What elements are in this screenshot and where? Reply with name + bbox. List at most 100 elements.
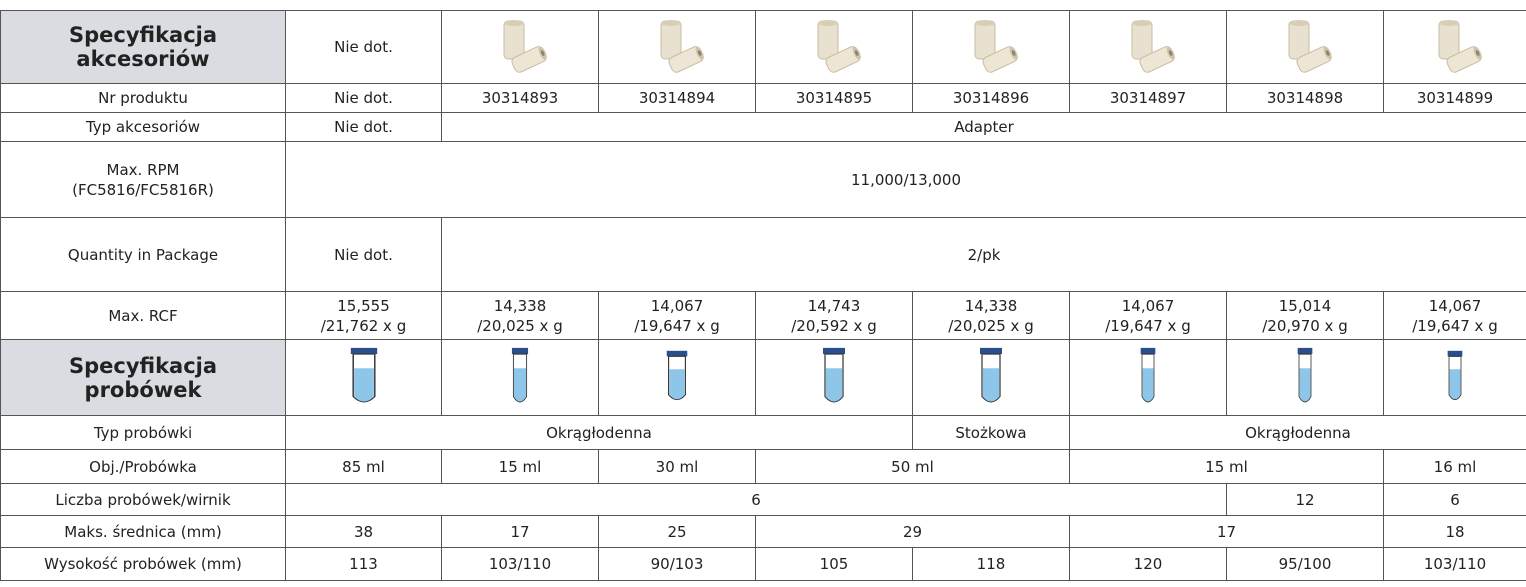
cell: 30314895 [755,83,913,113]
tube-image [1383,339,1526,416]
cell: 15 ml [1069,449,1384,484]
cell: 95/100 [1226,547,1384,581]
text-line: 14,338 [964,296,1018,315]
cell: 12 [1226,483,1384,516]
text-line: 15,555 [337,296,390,315]
row: Typ akcesoriów Nie dot. Adapter [0,112,1526,142]
tube-image [285,339,442,416]
cell: 30314894 [598,83,756,113]
cell: 85 ml [285,449,442,484]
cell: 14,743/20,592 x g [755,291,913,340]
cell: 38 [285,515,442,548]
row-label: Quantity in Package [0,217,286,292]
cell: 14,067/19,647 x g [598,291,756,340]
cell: 14,067/19,647 x g [1383,291,1526,340]
tube-image [1069,339,1227,416]
cell: Adapter [441,112,1526,142]
cell: Nie dot. [285,83,442,113]
cell: 15,014/20,970 x g [1226,291,1384,340]
cell: 6 [285,483,1227,516]
row: Typ probówki Okrągłodenna Stożkowa Okrąg… [0,415,1526,450]
cell: 25 [598,515,756,548]
row-label: Typ probówki [0,415,286,450]
cell: 105 [755,547,913,581]
row: Quantity in Package Nie dot. 2/pk [0,217,1526,292]
section-header: Specyfikacja akcesoriów [0,10,286,84]
cell: 29 [755,515,1070,548]
row-label: Typ akcesoriów [0,112,286,142]
cell: 2/pk [441,217,1526,292]
cell: 103/110 [1383,547,1526,581]
cell: 30314893 [441,83,599,113]
tube-image [755,339,913,416]
tube-image [598,339,756,416]
text-line: akcesoriów [76,47,210,71]
row: Wysokość probówek (mm) 113 103/110 90/10… [0,547,1526,581]
text-line: /19,647 x g [634,316,720,335]
cell: 18 [1383,515,1526,548]
cell: Nie dot. [285,112,442,142]
adapter-image [1226,10,1384,84]
row: Liczba probówek/wirnik 6 12 6 [0,483,1526,516]
text-line: 14,067 [1121,296,1175,315]
cell: 14,338/20,025 x g [912,291,1070,340]
cell: 113 [285,547,442,581]
row-label: Obj./Probówka [0,449,286,484]
row: Specyfikacja akcesoriów Nie dot. [0,10,1526,84]
cell: Nie dot. [285,217,442,292]
text-line: /20,970 x g [1262,316,1348,335]
adapter-image [912,10,1070,84]
text-line: 14,067 [1428,296,1482,315]
cell: 17 [441,515,599,548]
tube-image [912,339,1070,416]
cell: 30 ml [598,449,756,484]
cell: 15 ml [441,449,599,484]
cell: Okrągłodenna [1069,415,1526,450]
adapter-image [755,10,913,84]
row: Maks. średnica (mm) 38 17 25 29 17 18 [0,515,1526,548]
cell: 11,000/13,000 [285,141,1526,218]
row-label: Maks. średnica (mm) [0,515,286,548]
cell: 16 ml [1383,449,1526,484]
cell: 103/110 [441,547,599,581]
cell: 90/103 [598,547,756,581]
text-line: 14,067 [650,296,704,315]
text-line: probówek [84,377,202,402]
cell: 14,067/19,647 x g [1069,291,1227,340]
text-line: 15,014 [1278,296,1332,315]
row-label: Max. RCF [0,291,286,340]
cell: Nie dot. [285,10,442,84]
row: Nr produktu Nie dot. 30314893 30314894 3… [0,83,1526,113]
cell: 118 [912,547,1070,581]
cell: Stożkowa [912,415,1070,450]
row: Obj./Probówka 85 ml 15 ml 30 ml 50 ml 15… [0,449,1526,484]
row-label: Wysokość probówek (mm) [0,547,286,581]
cell: 30314897 [1069,83,1227,113]
section-header: Specyfikacja probówek [0,339,286,416]
adapter-image [1383,10,1526,84]
cell: 6 [1383,483,1526,516]
adapter-image [1069,10,1227,84]
cell: 30314898 [1226,83,1384,113]
text-line: Specyfikacja [68,23,218,47]
cell: Okrągłodenna [285,415,913,450]
adapter-image [441,10,599,84]
adapter-image [598,10,756,84]
spec-table: Specyfikacja akcesoriów Nie dot. Nr produ… [0,10,1526,581]
text-line: Max. RPM [106,160,180,179]
text-line: /19,647 x g [1105,316,1191,335]
row: Specyfikacja probówek [0,339,1526,416]
row-label: Liczba probówek/wirnik [0,483,286,516]
cell: 30314899 [1383,83,1526,113]
tube-image [1226,339,1384,416]
text-line: /20,025 x g [477,316,563,335]
row-label: Max. RPM (FC5816/FC5816R) [0,141,286,218]
text-line: /20,592 x g [791,316,877,335]
text-line: 14,338 [493,296,547,315]
cell: 17 [1069,515,1384,548]
text-line: 14,743 [807,296,861,315]
row: Max. RCF 15,555/21,762 x g 14,338/20,025… [0,291,1526,340]
cell: 50 ml [755,449,1070,484]
text-line: /21,762 x g [320,316,407,335]
